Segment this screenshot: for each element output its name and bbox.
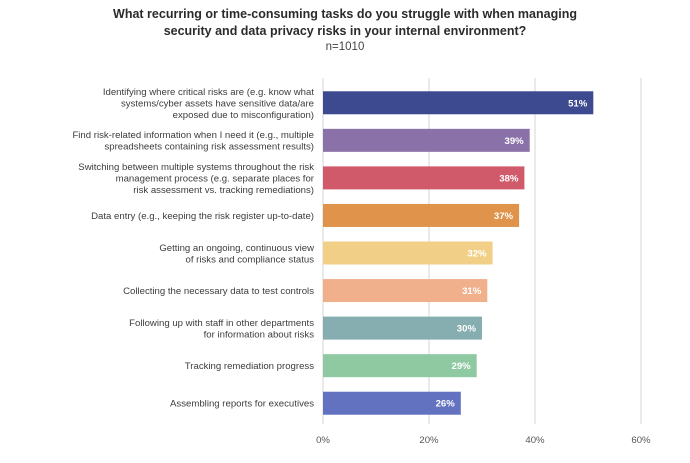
bar-value-label: 26% bbox=[436, 399, 456, 410]
category-label-line: Find risk-related information when I nee… bbox=[72, 130, 314, 141]
bar-value-label: 38% bbox=[499, 173, 519, 184]
bar-value-label: 37% bbox=[494, 211, 514, 222]
category-label: Getting an ongoing, continuous view of ri… bbox=[159, 243, 314, 266]
category-label-line: risk assessment vs. tracking remediation… bbox=[133, 185, 314, 196]
chart-subtitle: n=1010 bbox=[325, 41, 365, 53]
category-label-line: Collecting the necessary data to test co… bbox=[123, 286, 314, 297]
bar bbox=[323, 91, 594, 115]
chart-title-line-1: What recurring or time-consuming tasks d… bbox=[113, 7, 577, 21]
bar bbox=[323, 354, 477, 378]
category-label: Collecting the necessary data to test co… bbox=[123, 286, 314, 297]
bar bbox=[323, 391, 461, 415]
category-label-line: Identifying where critical risks are (e.… bbox=[103, 87, 314, 98]
category-label: Tracking remediation progress bbox=[185, 361, 314, 372]
category-label-line: Assembling reports for executives bbox=[170, 399, 314, 410]
bar-value-label: 32% bbox=[467, 249, 487, 260]
category-labels: Identifying where critical risks are (e.… bbox=[72, 87, 314, 410]
category-label: Switching between multiple systems throu… bbox=[78, 162, 314, 196]
category-label-line: management process (e.g. separate places… bbox=[116, 173, 315, 184]
category-label-line: Following up with staff in other departm… bbox=[129, 318, 314, 329]
category-label-line: for information about risks bbox=[204, 329, 315, 340]
bar-value-label: 29% bbox=[451, 361, 471, 372]
bar-value-label: 31% bbox=[462, 286, 482, 297]
category-label-line: systems/cyber assets have sensitive data… bbox=[121, 98, 314, 109]
category-label: Following up with staff in other departm… bbox=[129, 318, 314, 341]
bar bbox=[323, 316, 482, 340]
category-label-line: Getting an ongoing, continuous view bbox=[159, 243, 314, 254]
bar bbox=[323, 241, 493, 265]
category-label: Identifying where critical risks are (e.… bbox=[103, 87, 314, 121]
category-label-line: Data entry (e.g., keeping the risk regis… bbox=[91, 211, 314, 222]
x-axis-ticks: 0% 20% 40% 60% bbox=[316, 435, 651, 446]
bars: 51% 39% 38% 37% 32% 31% 30% 29% 26% bbox=[323, 91, 594, 415]
category-label: Find risk-related information when I nee… bbox=[72, 130, 314, 153]
bar-value-label: 51% bbox=[568, 98, 588, 109]
bar bbox=[323, 203, 520, 227]
bar bbox=[323, 279, 488, 303]
category-label-line: Switching between multiple systems throu… bbox=[78, 162, 314, 173]
category-label: Assembling reports for executives bbox=[170, 399, 314, 410]
category-label-line: Tracking remediation progress bbox=[185, 361, 314, 372]
x-tick-label: 40% bbox=[525, 435, 545, 446]
bar bbox=[323, 128, 530, 152]
chart-title-line-2: security and data privacy risks in your … bbox=[163, 24, 527, 38]
x-tick-label: 60% bbox=[631, 435, 651, 446]
category-label: Data entry (e.g., keeping the risk regis… bbox=[91, 211, 314, 222]
chart-title: What recurring or time-consuming tasks d… bbox=[0, 6, 690, 40]
x-tick-label: 0% bbox=[316, 435, 330, 446]
bar-value-label: 39% bbox=[504, 136, 524, 147]
category-label-line: spreadsheets containing risk assessment … bbox=[104, 142, 314, 153]
x-tick-label: 20% bbox=[419, 435, 439, 446]
bar-value-label: 30% bbox=[457, 324, 477, 335]
category-label-line: exposed due to misconfiguration) bbox=[173, 110, 314, 121]
category-label-line: of risks and compliance status bbox=[185, 254, 314, 265]
bar bbox=[323, 166, 525, 190]
